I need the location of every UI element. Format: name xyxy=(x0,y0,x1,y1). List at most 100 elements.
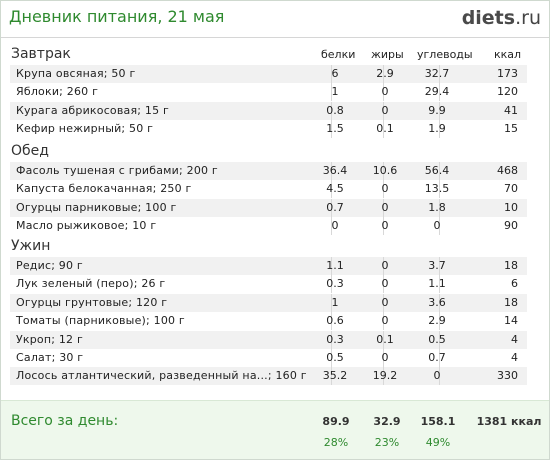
kcal-value: 15 xyxy=(504,122,518,136)
site-logo[interactable]: diets.ru xyxy=(462,7,541,29)
column-divider xyxy=(331,83,332,102)
total-carbs: 158.1 xyxy=(420,415,456,428)
table-row[interactable]: Редис; 90 г 1.1 0 3.7 18 xyxy=(10,257,527,275)
protein-value: 0.8 xyxy=(326,103,344,117)
table-row[interactable]: Капуста белокачанная; 250 г 4.5 0 13.5 70 xyxy=(10,180,527,199)
table-row[interactable]: Укроп; 12 г 0.3 0.1 0.5 4 xyxy=(10,330,527,349)
fat-value: 10.6 xyxy=(372,164,398,177)
column-divider xyxy=(331,162,332,180)
column-divider xyxy=(439,65,440,83)
table-row[interactable]: Огурцы парниковые; 100 г 0.7 0 1.8 10 xyxy=(10,198,527,217)
food-name: Крупа овсяная; 50 г xyxy=(16,67,136,80)
column-divider xyxy=(331,101,332,120)
kcal-value: 18 xyxy=(504,259,518,272)
column-kcal: ккал xyxy=(494,48,522,61)
column-divider xyxy=(331,65,332,83)
fat-value: 0.1 xyxy=(376,122,394,136)
kcal-value: 330 xyxy=(497,369,518,383)
fat-value: 0 xyxy=(381,314,389,328)
column-divider xyxy=(439,275,440,294)
fat-value: 0.1 xyxy=(376,332,394,346)
fat-value: 0 xyxy=(381,277,389,291)
fat-value: 0 xyxy=(381,200,389,214)
meal-heading: Ужин xyxy=(11,238,51,254)
table-row[interactable]: Огурцы грунтовые; 120 г 1 0 3.6 18 xyxy=(10,293,527,312)
column-divider xyxy=(331,198,332,217)
table-row[interactable]: Лук зеленый (перо); 26 г 0.3 0 1.1 6 xyxy=(10,275,527,294)
fat-value: 0 xyxy=(381,103,389,117)
column-divider xyxy=(383,217,384,236)
column-carbs: углеводы xyxy=(417,48,473,61)
column-divider xyxy=(383,198,384,217)
table-row[interactable]: Лосось атлантический, разведенный на...;… xyxy=(10,367,527,386)
column-divider xyxy=(331,257,332,275)
food-name: Фасоль тушеная с грибами; 200 г xyxy=(16,164,218,177)
column-divider xyxy=(383,349,384,367)
protein-value: 1 xyxy=(331,295,339,309)
kcal-value: 173 xyxy=(497,67,518,80)
kcal-value: 6 xyxy=(511,277,518,291)
protein-value: 6 xyxy=(331,67,339,80)
total-protein-pct: 28% xyxy=(323,436,349,449)
fat-value: 0 xyxy=(381,219,389,233)
table-row[interactable]: Салат; 30 г 0.5 0 0.7 4 xyxy=(10,349,527,367)
protein-value: 0.3 xyxy=(326,332,344,346)
food-name: Лосось атлантический, разведенный на...;… xyxy=(16,369,307,383)
column-divider xyxy=(439,120,440,139)
column-divider xyxy=(383,120,384,139)
table-row[interactable]: Курага абрикосовая; 15 г 0.8 0 9.9 41 xyxy=(10,101,527,120)
kcal-value: 4 xyxy=(511,351,518,364)
carbs-value: 56.4 xyxy=(424,164,450,177)
carbs-value: 1.1 xyxy=(428,277,446,291)
kcal-value: 41 xyxy=(504,103,518,117)
column-divider xyxy=(331,330,332,349)
column-divider xyxy=(383,312,384,331)
food-name: Томаты (парниковые); 100 г xyxy=(16,314,185,328)
fat-value: 19.2 xyxy=(372,369,398,383)
fat-value: 0 xyxy=(381,182,389,196)
kcal-value: 4 xyxy=(511,332,518,346)
food-name: Огурцы парниковые; 100 г xyxy=(16,200,177,214)
table-row[interactable]: Масло рыжиковое; 10 г 0 0 0 90 xyxy=(10,217,527,236)
column-protein: белки xyxy=(321,48,356,61)
column-divider xyxy=(383,180,384,199)
carbs-value: 3.6 xyxy=(428,295,446,309)
fat-value: 0 xyxy=(381,259,389,272)
carbs-value: 0.5 xyxy=(428,332,446,346)
carbs-value: 13.5 xyxy=(424,182,450,196)
meal-heading: Обед xyxy=(11,143,49,159)
column-divider xyxy=(383,275,384,294)
total-carbs-pct: 49% xyxy=(425,436,451,449)
protein-value: 1.5 xyxy=(326,122,344,136)
total-fat: 32.9 xyxy=(373,415,401,428)
total-protein: 89.9 xyxy=(322,415,350,428)
carbs-value: 0 xyxy=(433,219,441,233)
table-row[interactable]: Кефир нежирный; 50 г 1.5 0.1 1.9 15 xyxy=(10,120,527,139)
column-divider xyxy=(439,180,440,199)
protein-value: 1 xyxy=(331,85,339,99)
table-row[interactable]: Яблоки; 260 г 1 0 29.4 120 xyxy=(10,83,527,102)
table-row[interactable]: Фасоль тушеная с грибами; 200 г 36.4 10.6 5… xyxy=(10,162,527,180)
protein-value: 0.6 xyxy=(326,314,344,328)
carbs-value: 2.9 xyxy=(428,314,446,328)
food-name: Курага абрикосовая; 15 г xyxy=(16,103,169,117)
food-name: Укроп; 12 г xyxy=(16,332,83,346)
column-divider xyxy=(383,293,384,312)
fat-value: 0 xyxy=(381,85,389,99)
carbs-value: 3.7 xyxy=(428,259,446,272)
table-row[interactable]: Томаты (парниковые); 100 г 0.6 0 2.9 14 xyxy=(10,312,527,331)
kcal-value: 10 xyxy=(504,200,518,214)
column-divider xyxy=(439,101,440,120)
column-divider xyxy=(331,180,332,199)
column-divider xyxy=(439,257,440,275)
column-divider xyxy=(331,367,332,386)
table-row[interactable]: Крупа овсяная; 50 г 6 2.9 32.7 173 xyxy=(10,65,527,83)
protein-value: 0.7 xyxy=(326,200,344,214)
column-divider xyxy=(383,330,384,349)
kcal-value: 468 xyxy=(497,164,518,177)
fat-value: 0 xyxy=(381,351,389,364)
column-divider xyxy=(331,312,332,331)
food-name: Масло рыжиковое; 10 г xyxy=(16,219,157,233)
column-divider xyxy=(439,217,440,236)
carbs-value: 0 xyxy=(433,369,441,383)
